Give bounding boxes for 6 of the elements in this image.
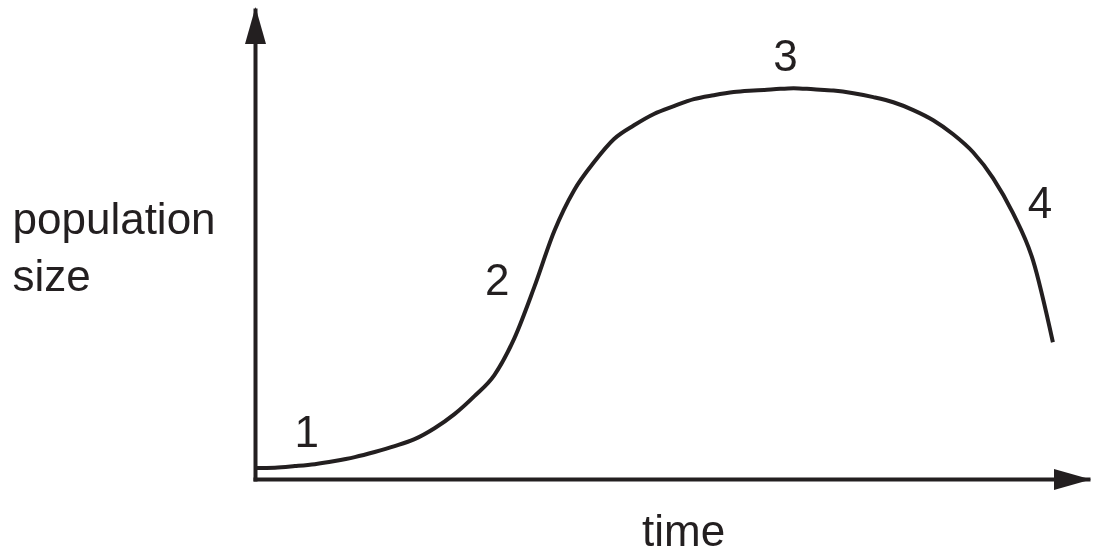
annotation: 3: [773, 31, 798, 81]
annotation: 1: [294, 407, 320, 457]
annotation: 2: [485, 255, 510, 305]
annotation: 4: [1027, 178, 1053, 228]
y-axis-title: population size: [12, 193, 216, 300]
x-axis-title: time: [642, 505, 726, 555]
